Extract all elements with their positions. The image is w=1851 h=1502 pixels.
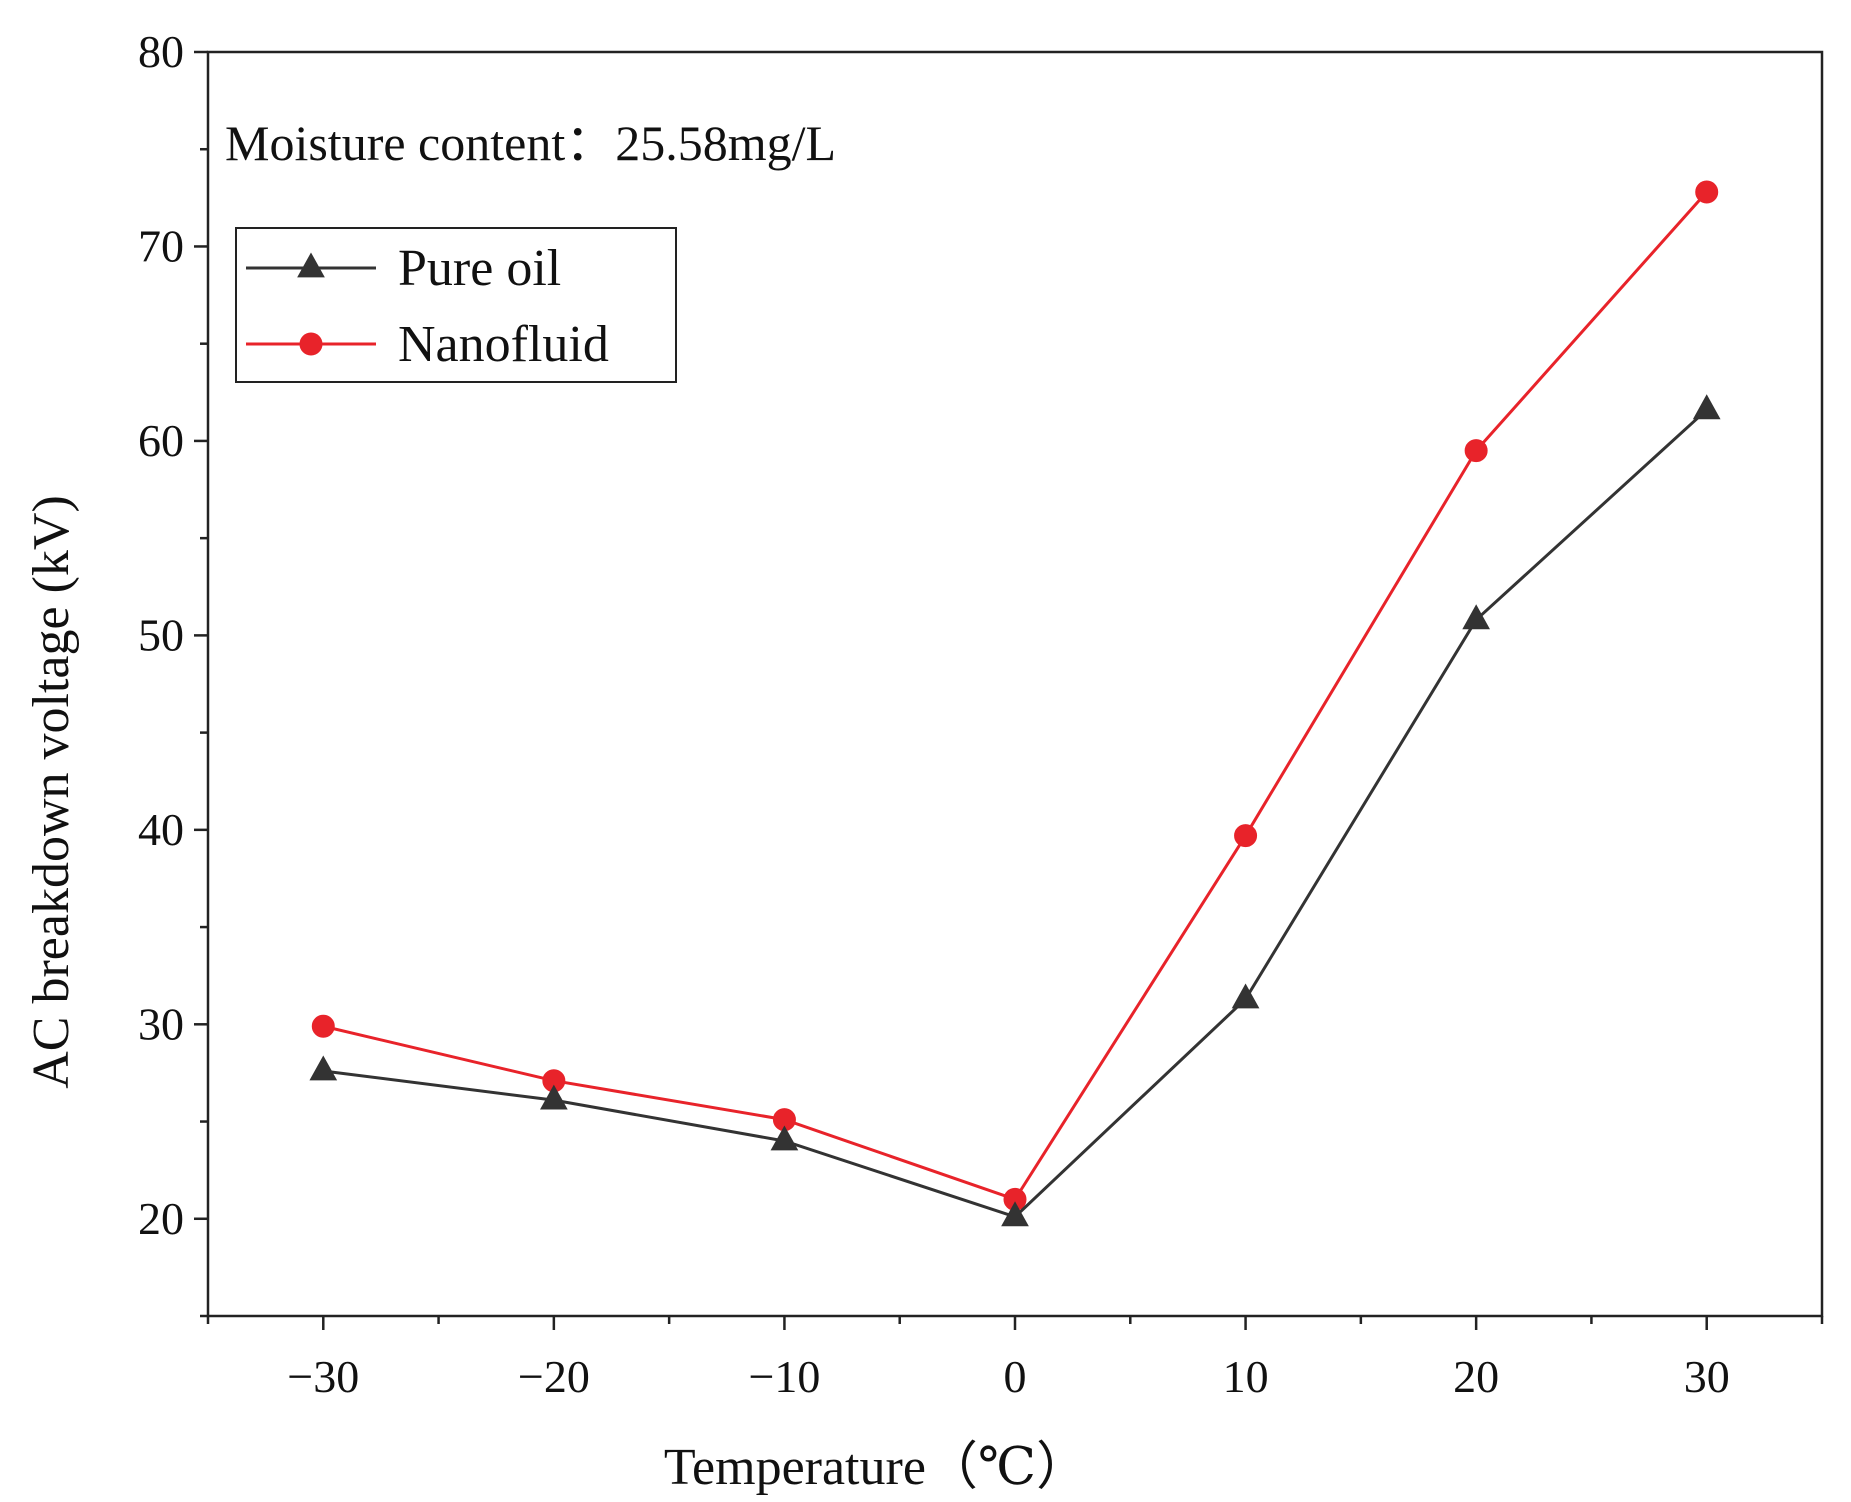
data-point-pure-oil — [1692, 394, 1721, 420]
data-point-pure-oil — [1462, 604, 1490, 630]
data-point-nanofluid — [1234, 824, 1258, 848]
data-point-pure-oil — [540, 1084, 568, 1110]
y-tick-label: 30 — [138, 998, 184, 1049]
series-layer — [309, 180, 1721, 1227]
y-axis-title: AC breakdown voltage (kV) — [23, 495, 80, 1089]
series-pure-oil — [309, 394, 1721, 1227]
x-tick-label: 0 — [1004, 1351, 1027, 1402]
x-tick-label: −10 — [748, 1351, 820, 1402]
y-tick-label: 20 — [138, 1193, 184, 1244]
legend-item-pure-oil: Pure oil — [246, 240, 561, 297]
data-point-pure-oil — [1001, 1201, 1029, 1227]
data-point-nanofluid — [1695, 180, 1719, 204]
y-tick-label: 80 — [138, 26, 184, 77]
legend-marker-nanofluid — [299, 332, 323, 356]
legend-marker-pure-oil — [297, 252, 325, 278]
x-tick-label: 30 — [1684, 1351, 1730, 1402]
x-axis-title: Temperature（℃） — [664, 1439, 1088, 1496]
data-point-pure-oil — [1231, 983, 1260, 1009]
y-tick-label: 60 — [138, 415, 184, 466]
x-tick-label: 10 — [1223, 1351, 1269, 1402]
series-line-pure-oil — [323, 408, 1708, 1219]
x-tick-label: −30 — [287, 1351, 359, 1402]
data-point-pure-oil — [770, 1125, 799, 1151]
y-tick-label: 50 — [138, 609, 184, 660]
data-point-pure-oil — [309, 1055, 338, 1081]
axes: 20 30 40 50 60 70 80 −30 −20 −10 0 10 20 30 — [138, 26, 1824, 1402]
legend: Pure oil Nanofluid — [235, 227, 677, 383]
data-point-nanofluid — [311, 1014, 335, 1038]
data-point-nanofluid — [1464, 439, 1488, 463]
legend-items: Pure oil Nanofluid — [246, 240, 609, 373]
x-tick-label: 20 — [1453, 1351, 1499, 1402]
y-tick-label: 70 — [138, 220, 184, 271]
x-tick-label: −20 — [518, 1351, 590, 1402]
moisture-annotation: Moisture content：25.58mg/L — [225, 115, 836, 171]
y-tick-label: 40 — [138, 804, 184, 855]
series-nanofluid — [311, 180, 1719, 1211]
legend-label-pure-oil: Pure oil — [398, 240, 561, 297]
legend-label-nanofluid: Nanofluid — [398, 316, 609, 373]
legend-item-nanofluid: Nanofluid — [246, 316, 609, 373]
legend-frame — [235, 227, 677, 383]
